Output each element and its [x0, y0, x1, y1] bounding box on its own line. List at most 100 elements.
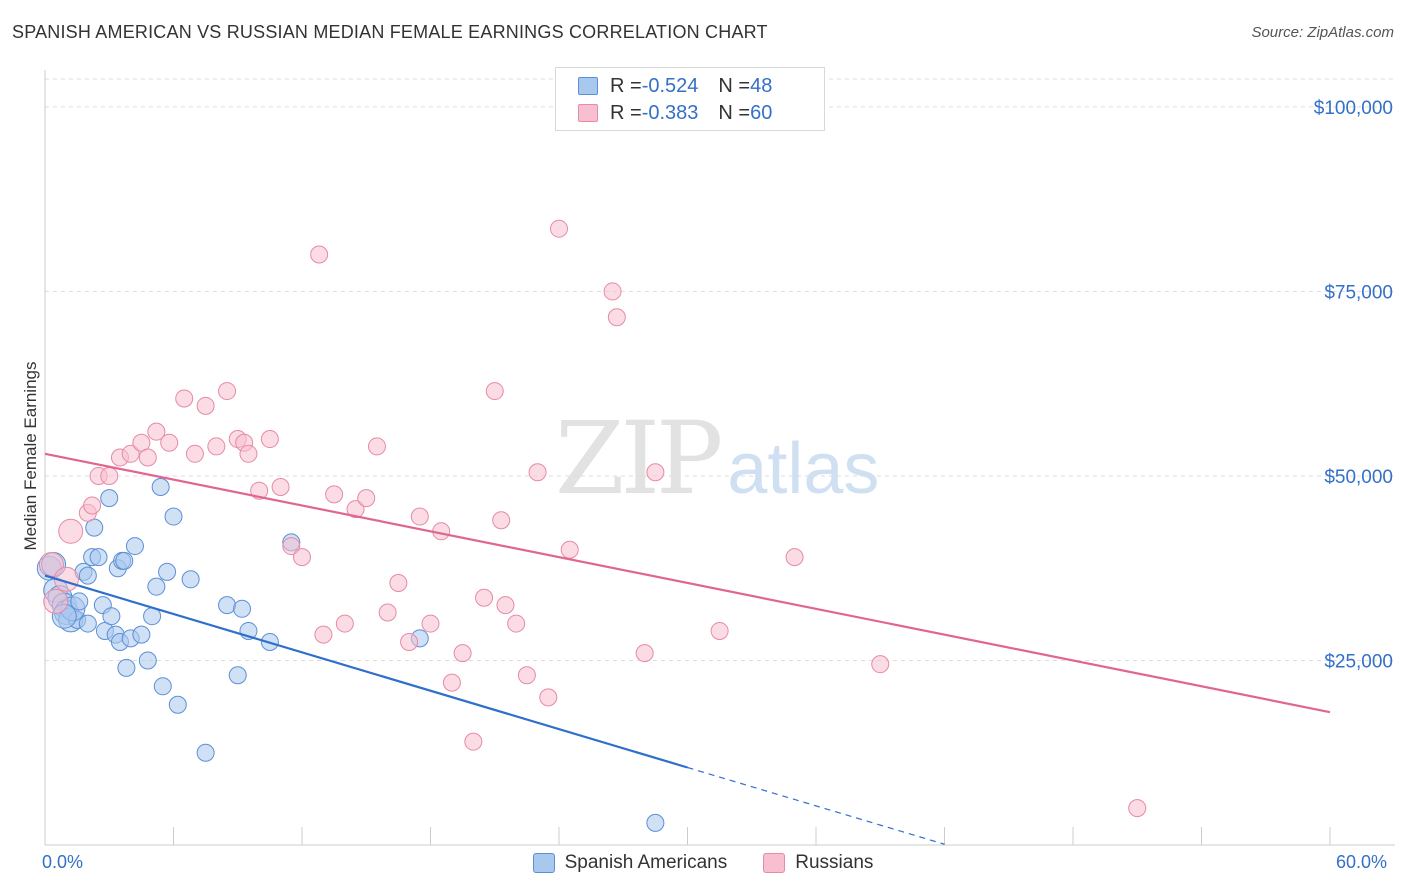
spanish-american-point	[100, 489, 119, 508]
spanish-american-point	[78, 614, 97, 633]
correlation-legend: R = -0.524 N = 48 R = -0.383 N = 60	[555, 67, 825, 131]
russian-point	[607, 308, 626, 327]
russian-point	[646, 463, 665, 482]
legend-row-russians: R = -0.383 N = 60	[578, 100, 772, 126]
russian-point	[346, 500, 365, 519]
russian-point	[314, 625, 333, 644]
y-tick-label: $100,000	[1314, 98, 1393, 119]
spanish-american-point	[153, 677, 172, 696]
legend-item-spanish-americans: Spanish Americans	[532, 852, 728, 874]
spanish-american-point	[233, 599, 252, 618]
russian-point	[517, 666, 536, 685]
r-label: R =	[610, 74, 642, 97]
spanish-american-point	[168, 695, 187, 714]
y-axis-label: Median Female Earnings	[21, 361, 40, 551]
x-tick-label-max: 60.0%	[1336, 852, 1388, 872]
spanish-american-point	[147, 577, 166, 596]
russian-point	[442, 673, 461, 692]
russian-point	[464, 732, 483, 751]
russian-point	[367, 437, 386, 456]
legend-swatch-blue	[578, 77, 598, 95]
y-tick-label: $75,000	[1324, 282, 1393, 303]
russian-point	[160, 433, 179, 452]
source-label: Source: ZipAtlas.com	[1251, 24, 1394, 41]
spanish-american-point	[89, 548, 108, 567]
russian-point	[635, 644, 654, 663]
russian-point	[282, 537, 301, 556]
n-value: 60	[750, 101, 773, 124]
russian-point	[710, 621, 729, 640]
russian-point	[121, 444, 140, 463]
spanish-american-trendline-extension	[687, 766, 945, 845]
russian-point	[492, 511, 511, 530]
watermark: ZIP atlas	[555, 400, 879, 517]
watermark-atlas: atlas	[727, 429, 880, 509]
legend-swatch-pink	[578, 104, 598, 122]
spanish-american-point	[158, 562, 177, 581]
russian-point	[58, 518, 84, 544]
chart-title: SPANISH AMERICAN VS RUSSIAN MEDIAN FEMAL…	[12, 22, 768, 42]
russian-point	[1128, 799, 1147, 818]
russian-point	[271, 478, 290, 497]
russian-point	[260, 430, 279, 449]
russian-point	[539, 688, 558, 707]
legend-label: Russians	[795, 852, 874, 873]
legend-swatch-pink	[763, 853, 786, 873]
y-tick-label: $50,000	[1324, 467, 1393, 488]
spanish-american-point	[164, 507, 183, 526]
legend-label: Spanish Americans	[564, 852, 728, 873]
russian-point	[453, 644, 472, 663]
spanish-american-point	[181, 570, 200, 589]
russian-point	[550, 219, 568, 238]
spanish-american-point	[228, 666, 247, 685]
russian-point	[389, 573, 408, 592]
series-legend: Spanish Americans Russians	[0, 852, 1406, 874]
spanish-american-point	[218, 596, 237, 615]
russian-point	[138, 448, 157, 467]
legend-row-spanish-americans: R = -0.524 N = 48	[578, 73, 772, 99]
n-value: 48	[750, 74, 773, 97]
spanish-american-point	[70, 592, 89, 611]
n-label: N =	[718, 74, 751, 97]
russian-point	[293, 548, 311, 567]
russian-point	[196, 396, 215, 415]
russian-point	[357, 489, 376, 508]
russian-point	[378, 603, 397, 622]
russian-point	[496, 596, 515, 615]
spanish-american-point	[117, 658, 136, 677]
russian-point	[871, 655, 890, 674]
r-value: -0.524	[641, 74, 699, 97]
russian-point	[400, 633, 419, 652]
russian-point	[218, 382, 237, 401]
spanish-american-point	[102, 607, 121, 626]
y-tick-label: $25,000	[1324, 651, 1393, 672]
russian-point	[528, 463, 547, 482]
spanish-american-point	[132, 625, 151, 644]
russian-point	[147, 422, 166, 441]
russian-point	[185, 444, 204, 463]
spanish-american-point	[78, 566, 97, 585]
russian-trendline	[44, 452, 1331, 714]
russian-point	[485, 382, 504, 401]
spanish-american-point	[138, 651, 157, 670]
russian-point	[785, 548, 804, 567]
x-tick-label-min: 0.0%	[42, 852, 84, 872]
russian-point	[325, 485, 344, 504]
russian-point	[43, 588, 69, 614]
russian-point	[335, 614, 354, 633]
russian-point	[175, 389, 194, 408]
spanish-american-point	[646, 813, 665, 832]
russian-point	[603, 282, 622, 301]
n-label: N =	[718, 101, 751, 124]
russian-point	[507, 614, 526, 633]
spanish-american-point	[196, 743, 215, 762]
r-label: R =	[610, 101, 642, 124]
russian-point	[207, 437, 226, 456]
russian-point	[560, 540, 579, 559]
spanish-american-point	[151, 478, 170, 497]
spanish-american-point	[125, 537, 144, 556]
russian-point	[239, 444, 258, 463]
r-value: -0.383	[641, 101, 699, 124]
russian-point	[100, 466, 119, 485]
